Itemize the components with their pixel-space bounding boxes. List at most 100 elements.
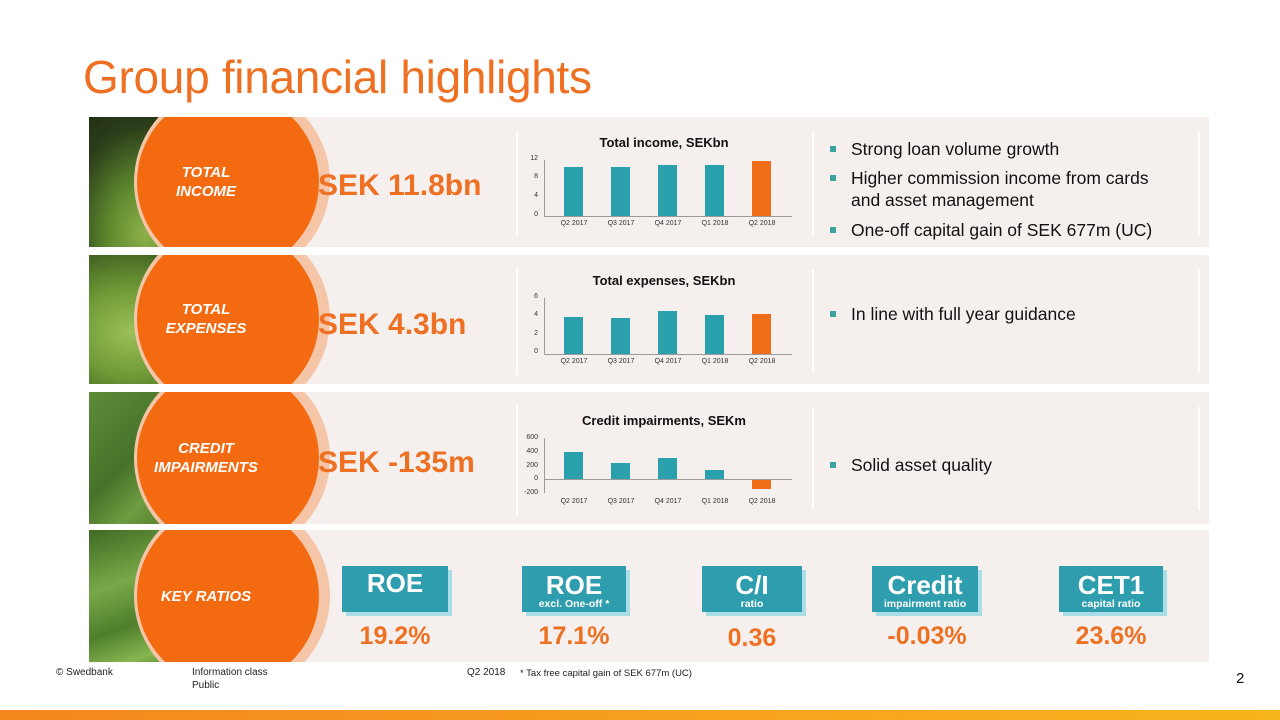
y-tick: 0 [534, 211, 538, 218]
page-number: 2 [1236, 670, 1245, 687]
label-line1: TOTAL [181, 164, 231, 181]
ratio-label-box: C/I ratio [702, 566, 802, 612]
y-tick: 12 [530, 155, 538, 162]
bar-q1-2018 [705, 470, 724, 479]
bullet-list: Solid asset quality [812, 407, 1200, 510]
ratio-label-box: ROE [342, 566, 448, 612]
bullet-square-icon [830, 227, 836, 233]
bottom-brand-stripe [0, 710, 1280, 720]
bullet-list: Strong loan volume growth Higher commiss… [812, 131, 1200, 240]
ratio-value: -0.03% [887, 622, 967, 650]
chart-credit-impairments: Credit impairments, SEKm 600 400 200 0 -… [516, 404, 810, 516]
x-tick: Q4 2017 [654, 498, 682, 505]
label-line1: KEY RATIOS [160, 587, 252, 605]
row-total-income: TOTAL INCOME SEK 11.8bn Total income, SE… [89, 117, 1209, 247]
x-tick: Q1 2018 [701, 220, 729, 227]
ratio-value: 17.1% [538, 622, 610, 650]
y-axis [544, 160, 545, 216]
y-tick: -200 [523, 489, 538, 496]
footer-footnote: * Tax free capital gain of SEK 677m (UC) [520, 668, 692, 679]
bar-q3-2017 [611, 463, 630, 479]
y-axis [544, 298, 545, 354]
plot-area [544, 298, 792, 355]
ratio-value: 23.6% [1075, 622, 1147, 650]
bar-q1-2018 [705, 165, 724, 216]
label-line2: INCOME [176, 183, 236, 200]
x-tick: Q3 2017 [607, 498, 635, 505]
bar-q2-2017 [564, 167, 583, 216]
y-tick: 6 [534, 293, 538, 300]
x-tick: Q4 2017 [654, 220, 682, 227]
row-key-ratios: KEY RATIOS ROE 19.2% ROE excl. One-off *… [89, 530, 1209, 662]
bar-q2-2018 [752, 161, 771, 216]
footer-info-value: Public [192, 680, 220, 691]
page-title: Group financial highlights [83, 51, 592, 103]
ratio-label-box: Credit impairment ratio [872, 566, 978, 612]
chart-total-income: Total income, SEKbn 12 8 4 0 Q2 2017 Q3 … [516, 131, 810, 235]
label-line1: CREDIT [178, 440, 234, 457]
ratio-value: 0.36 [727, 624, 777, 652]
y-tick: 400 [526, 448, 538, 455]
y-tick: 0 [534, 348, 538, 355]
footer-info-class: Information class [192, 667, 268, 678]
x-tick: Q2 2018 [748, 220, 776, 227]
x-tick: Q4 2017 [654, 358, 682, 365]
x-axis-zero-line [544, 479, 792, 480]
chart-title: Total expenses, SEKbn [592, 273, 736, 288]
label-circle: CREDIT IMPAIRMENTS [137, 392, 319, 524]
total-expenses-value: SEK 4.3bn [318, 308, 467, 341]
bullet-square-icon [830, 175, 836, 181]
x-tick: Q2 2018 [748, 358, 776, 365]
y-tick: 2 [534, 330, 538, 337]
bullet-list: In line with full year guidance [812, 270, 1200, 373]
bullet-square-icon [830, 311, 836, 317]
chart-total-expenses: Total expenses, SEKbn 6 4 2 0 Q2 2017 Q3… [516, 267, 810, 375]
bar-q4-2017 [658, 458, 677, 479]
credit-impairments-value: SEK -135m [318, 446, 475, 479]
bar-q2-2018 [752, 480, 771, 489]
chart-title: Credit impairments, SEKm [582, 413, 746, 428]
bar-q4-2017 [658, 311, 677, 354]
ratio-label-box: CET1 capital ratio [1059, 566, 1163, 612]
x-tick: Q3 2017 [607, 220, 635, 227]
bar-q2-2017 [564, 317, 583, 354]
bar-q2-2017 [564, 452, 583, 479]
row-credit-impairments: CREDIT IMPAIRMENTS SEK -135m Credit impa… [89, 392, 1209, 524]
y-axis [544, 438, 545, 493]
bar-q2-2018 [752, 314, 771, 354]
y-tick: 4 [534, 311, 538, 318]
x-tick: Q1 2018 [701, 498, 729, 505]
x-tick: Q1 2018 [701, 358, 729, 365]
x-axis [544, 354, 792, 355]
y-tick: 200 [526, 462, 538, 469]
footer-period: Q2 2018 [467, 667, 506, 678]
y-tick: 0 [534, 475, 538, 482]
x-axis [544, 216, 792, 217]
bullet-square-icon [830, 146, 836, 152]
footer-copyright: © Swedbank [56, 667, 113, 678]
bullet-square-icon [830, 462, 836, 468]
x-tick: Q2 2017 [560, 220, 588, 227]
x-tick: Q2 2017 [560, 498, 588, 505]
x-tick: Q2 2017 [560, 358, 588, 365]
plot-area [544, 438, 792, 493]
total-income-value: SEK 11.8bn [318, 169, 482, 202]
x-tick: Q2 2018 [748, 498, 776, 505]
bar-q1-2018 [705, 315, 724, 354]
bar-q4-2017 [658, 165, 677, 216]
bar-q3-2017 [611, 318, 630, 354]
plot-area [544, 160, 792, 217]
label-line1: TOTAL [181, 301, 231, 318]
row-total-expenses: TOTAL EXPENSES SEK 4.3bn Total expenses,… [89, 255, 1209, 384]
bar-q3-2017 [611, 167, 630, 216]
label-circle: KEY RATIOS [137, 530, 319, 662]
ratio-value: 19.2% [359, 622, 431, 650]
y-tick: 8 [534, 173, 538, 180]
y-tick: 4 [534, 192, 538, 199]
ratio-label-box: ROE excl. One-off * [522, 566, 626, 612]
label-circle: TOTAL EXPENSES [137, 255, 319, 384]
chart-title: Total income, SEKbn [599, 135, 729, 150]
y-tick: 600 [526, 434, 538, 441]
label-line2: IMPAIRMENTS [154, 459, 258, 476]
label-circle: TOTAL INCOME [137, 117, 319, 247]
